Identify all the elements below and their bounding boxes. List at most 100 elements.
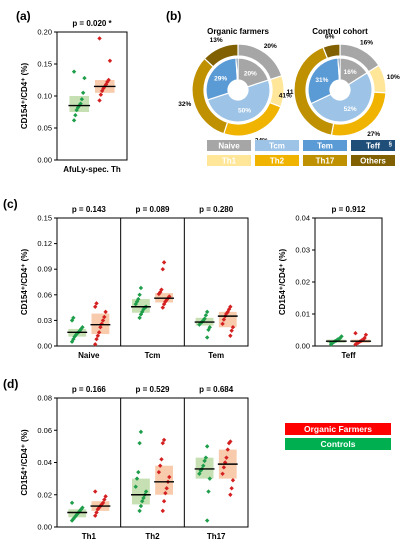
legend-controls-label: Controls: [320, 439, 356, 449]
panel-d-ytick-label: 0.06: [37, 426, 52, 435]
panel-c-teff-ytick-label: 0.01: [295, 310, 310, 319]
donut-outer-label: 16%: [360, 39, 373, 46]
panel-d-category: Th1: [82, 532, 97, 541]
panel-c-organic-point: [161, 260, 167, 265]
panel-d-organic-point: [157, 463, 163, 468]
panel-c-controls-point: [80, 325, 85, 330]
panel-c-ylabel: CD154⁺/CD4⁺ (%): [20, 249, 29, 316]
panel-a-organic-point: [97, 36, 102, 41]
legend-swatch-others: [351, 155, 395, 166]
panel-a-organic-point: [103, 82, 109, 87]
donut-inner-slice: [205, 57, 239, 101]
panel-c-ytick-label: 0.12: [37, 239, 52, 248]
panel-c-organic-point: [100, 318, 106, 323]
panel-d-organic-point: [94, 510, 99, 515]
legend-label-others: Others: [360, 156, 386, 165]
legend-swatch-naive: [207, 140, 251, 151]
panel-d-pvalue: p = 0.166: [72, 385, 107, 394]
panel-d-controls-point: [197, 471, 202, 476]
panel-c-organic-point: [220, 321, 225, 327]
panel-d-controls-point: [136, 469, 141, 475]
panel-c-category: Tcm: [145, 351, 161, 360]
legend-label-teff: Teff: [366, 141, 380, 150]
panel-d-pvalue: p = 0.529: [135, 385, 170, 394]
panel-d-ylabel: CD154⁺/CD4⁺ (%): [20, 429, 29, 496]
panel-c-controls-point: [202, 316, 207, 321]
panel-label-c: (c): [3, 197, 18, 211]
legend-swatch-teff: [351, 140, 395, 151]
panel-d-organic-point: [93, 513, 98, 518]
panel-c-organic-point: [93, 304, 98, 309]
panel-a-organic-point: [97, 98, 102, 103]
panel-c-controls-point: [204, 309, 210, 315]
panel-c-pvalue: p = 0.143: [72, 205, 107, 214]
panel-d-organic-point: [164, 486, 169, 491]
panel-a-controls-point: [80, 90, 86, 95]
legend-swatch-tcm: [255, 140, 299, 151]
panel-a-controls-point: [82, 75, 87, 81]
panel-d-organic-point: [93, 489, 98, 494]
panel-c-organic-point: [160, 305, 165, 310]
panel-c-frame: [56, 217, 249, 347]
legend-swatch-th17: [303, 155, 347, 166]
panel-c-controls-point: [134, 299, 140, 304]
panel-c-ytick-label: 0.00: [37, 342, 52, 351]
panel-c-organic-point: [98, 325, 103, 330]
panel-d-organic-point: [220, 471, 225, 476]
panel-c-organic-point: [95, 333, 101, 338]
panel-a-organic-point: [105, 79, 110, 85]
panel-d-controls-point: [69, 500, 75, 506]
panel-d-organic-point: [161, 437, 167, 443]
panel-c-teff-category: Teff: [341, 351, 355, 360]
panel-d-pvalue: p = 0.684: [199, 385, 234, 394]
panel-a-controls-point: [79, 97, 85, 102]
legend-label-naive: Naive: [218, 141, 240, 150]
legend-label-th2: Th2: [270, 156, 285, 165]
panel-d-organic-point: [228, 492, 233, 497]
panel-d-organic-point: [228, 439, 233, 444]
panel-c-organic-point: [93, 342, 98, 347]
panel-c-organic-point: [103, 309, 108, 315]
donut-inner-slice: [307, 57, 341, 105]
donut-inner-label: 20%: [244, 71, 257, 78]
panel-d-organic-point: [229, 486, 234, 491]
donut-outer-slice: [268, 75, 285, 108]
panel-c-organic-point: [229, 328, 234, 333]
panel-c-organic-point: [221, 317, 227, 322]
panel-c-ytick-label: 0.03: [37, 316, 52, 325]
panel-a-organic-point: [107, 58, 113, 63]
panel-c-teff-ytick-label: 0.04: [295, 214, 310, 223]
donut-outer-label: 32%: [178, 101, 191, 108]
panel-d-ytick-label: 0.08: [37, 394, 52, 403]
donut-inner-label: 52%: [344, 106, 357, 113]
donut-inner-label: 29%: [214, 76, 227, 83]
panel-d-category: Th2: [145, 532, 160, 541]
panel-c-organic-point: [160, 267, 165, 272]
panel-d-organic-point: [221, 465, 227, 470]
panel-a-organic-point: [106, 77, 111, 83]
donut-inner-label: 50%: [238, 107, 251, 114]
panel-d-controls-point: [133, 484, 138, 489]
donut-inner-slice: [310, 72, 373, 123]
panel-d-ytick-label: 0.00: [37, 523, 52, 532]
panel-c-organic-point: [225, 309, 230, 315]
panel-c-teff-frame: [314, 217, 383, 347]
panel-a-ytick-label: 0.05: [37, 124, 52, 133]
panel-a-ytick-label: 0.20: [37, 28, 52, 37]
panel-d-controls-point: [140, 499, 145, 504]
panel-c-controls-point: [73, 332, 79, 338]
panel-a-controls-point: [71, 118, 77, 123]
panel-c-controls-point: [69, 339, 75, 344]
panel-d-controls-point: [206, 489, 211, 494]
legend-swatch-th1: [207, 155, 251, 166]
panel-c-teff-pvalue: p = 0.912: [331, 205, 366, 214]
panel-d-category: Th17: [207, 532, 226, 541]
panel-c-category: Tem: [208, 351, 224, 360]
panel-a-controls-point: [73, 113, 78, 118]
panel-c-teff-controls-point: [339, 334, 344, 339]
panel-d-organic-point: [156, 469, 162, 475]
panel-c-teff-ytick-label: 0.03: [295, 246, 310, 255]
donut-inner-slice: [235, 57, 239, 81]
panel-c-controls-point: [137, 292, 142, 297]
legend-organic-label: Organic Farmers: [303, 424, 373, 434]
